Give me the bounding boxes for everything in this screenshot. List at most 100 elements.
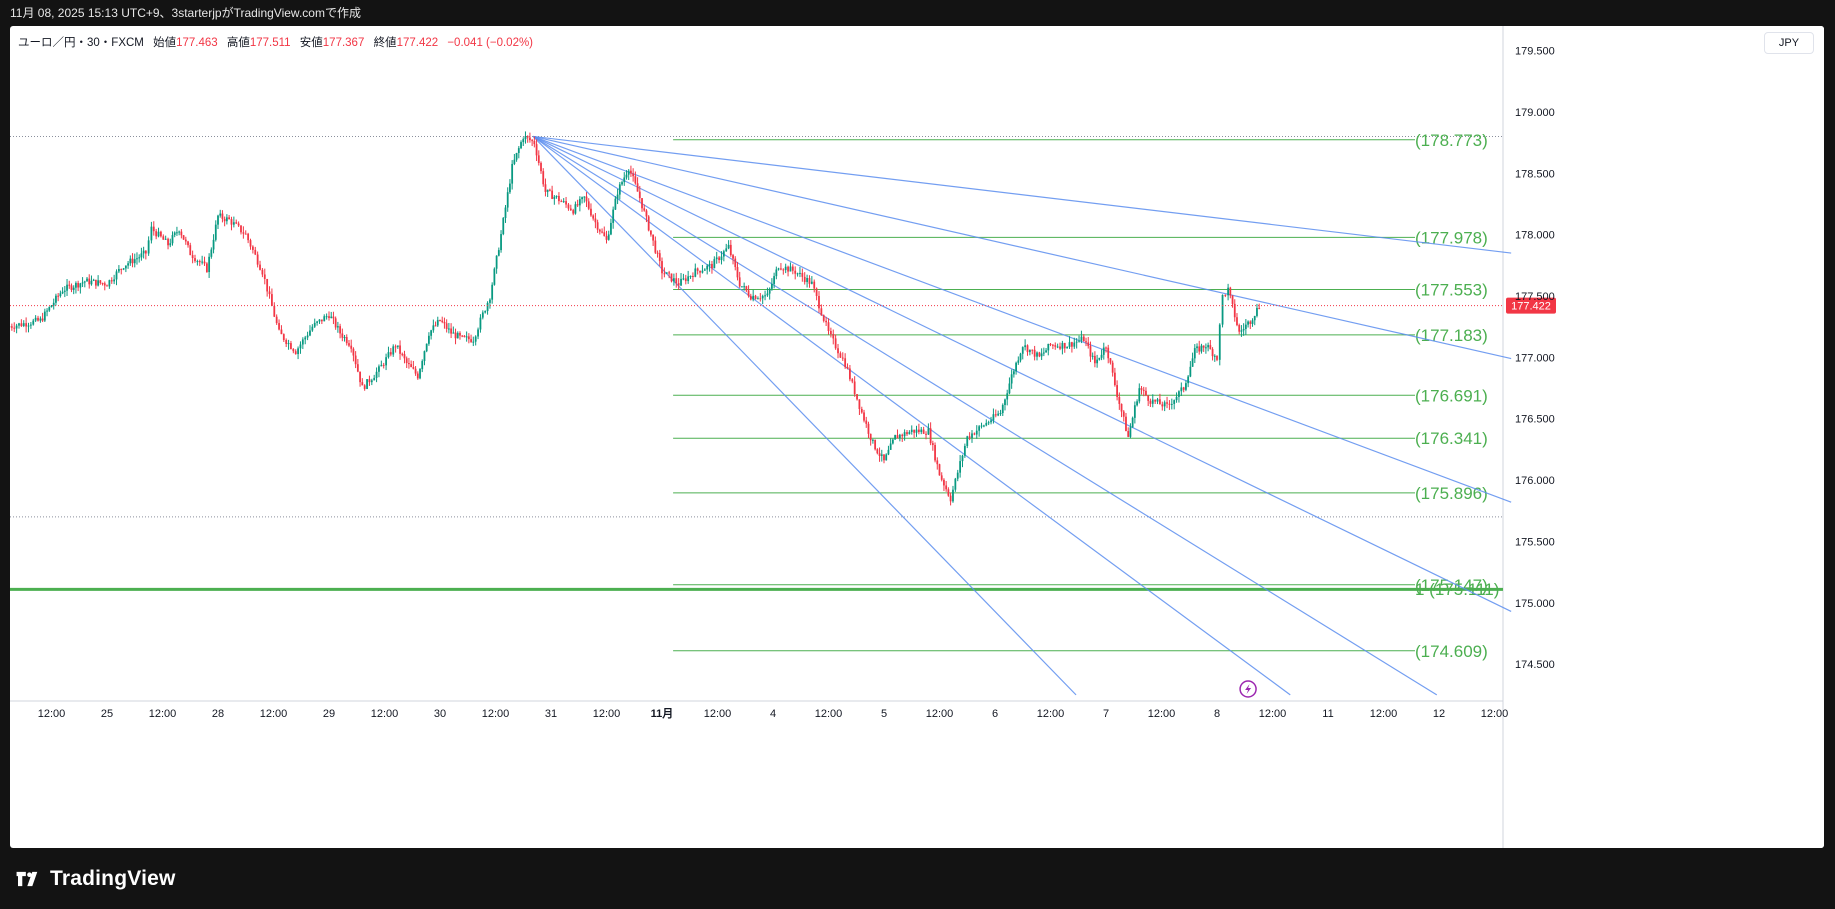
candle-body <box>983 425 985 427</box>
candle-body <box>285 339 288 344</box>
candle-body <box>261 269 264 275</box>
candle-body <box>1045 350 1047 353</box>
candle-body <box>887 449 890 455</box>
candle-body <box>827 322 830 331</box>
candle-body <box>1033 349 1036 357</box>
candle-body <box>1256 307 1258 316</box>
candle-body <box>294 351 297 355</box>
candle-body <box>1187 376 1190 384</box>
candle-body <box>463 335 466 337</box>
candle-body <box>801 272 804 277</box>
candle-body <box>954 478 957 490</box>
candle-body <box>392 346 395 355</box>
candle-body <box>794 270 797 274</box>
candle-body <box>601 231 603 233</box>
candle-body <box>1149 400 1152 404</box>
candle-body <box>522 139 525 143</box>
candle-body <box>796 273 799 275</box>
fib-level-label-3: (177.183) <box>1415 326 1488 345</box>
candle-body <box>131 258 134 264</box>
candle-body <box>894 435 896 440</box>
candle-body <box>52 302 55 306</box>
candle-body <box>943 479 945 486</box>
fib-level-label-2: (177.553) <box>1415 280 1488 299</box>
candle-body <box>963 445 966 456</box>
candle-body <box>818 295 820 309</box>
tradingview-logo-icon <box>16 871 38 887</box>
candle-body <box>1049 343 1052 345</box>
candle-body <box>15 325 18 329</box>
candle-body <box>572 210 575 214</box>
candle-body <box>947 489 950 496</box>
candle-body <box>997 413 1000 416</box>
candle-body <box>623 177 626 183</box>
candle-body <box>853 381 856 395</box>
candle-body <box>768 288 771 294</box>
candle-body <box>596 222 599 230</box>
candle-body <box>1051 344 1054 346</box>
candle-body <box>1028 349 1031 353</box>
candle-body <box>1142 389 1145 391</box>
candle-body <box>896 435 899 439</box>
candle-body <box>585 196 588 202</box>
candle-body <box>1001 405 1004 414</box>
candle-body <box>934 445 936 461</box>
candle-body <box>675 278 678 284</box>
x-tick-label-10: 12:00 <box>593 708 621 720</box>
fan-line-1 <box>533 135 1512 360</box>
candle-body <box>292 348 295 352</box>
candle-body <box>237 223 240 226</box>
candle-body <box>526 136 529 138</box>
candle-body <box>922 429 925 434</box>
candle-body <box>610 222 612 235</box>
candle-body <box>1024 345 1027 348</box>
candle-body <box>578 199 581 206</box>
candle-body <box>524 136 527 140</box>
candle-body <box>822 315 825 321</box>
low-label: 安値 <box>299 37 323 49</box>
candle-body <box>668 272 671 274</box>
candle-body <box>754 295 757 299</box>
y-tick-label-10: 174.500 <box>1515 659 1555 671</box>
candle-body <box>55 295 57 303</box>
candle-body <box>636 183 639 192</box>
chart-frame[interactable]: (178.773) (177.978) (177.553) (177.183) (176… <box>10 26 1824 848</box>
candle-body <box>592 215 595 219</box>
candle-body <box>791 266 794 271</box>
candle-body <box>34 317 37 321</box>
candle-body <box>1004 399 1006 406</box>
x-tick-label-8: 12:00 <box>482 708 510 720</box>
candle-body <box>1133 405 1136 418</box>
candle-body <box>147 240 150 254</box>
candle-body <box>1189 366 1192 377</box>
x-tick-label-1: 25 <box>101 708 113 720</box>
candle-body <box>1107 347 1110 359</box>
candle-body <box>509 183 511 193</box>
y-tick-label-3: 178.000 <box>1515 230 1555 242</box>
candle-body <box>782 269 785 271</box>
candle-body <box>1080 336 1083 341</box>
currency-button[interactable]: JPY <box>1764 32 1814 54</box>
candle-body <box>1113 372 1116 386</box>
candle-body <box>961 455 964 462</box>
candle-body <box>375 371 378 378</box>
candle-body <box>144 250 147 254</box>
candle-body <box>605 236 608 240</box>
candle-body <box>140 253 143 258</box>
candle-body <box>663 273 666 275</box>
candle-body <box>268 291 271 295</box>
candle-body <box>529 137 531 141</box>
candle-body <box>359 371 361 383</box>
candle-body <box>867 423 870 434</box>
candle-body <box>1116 385 1118 397</box>
price-chart[interactable]: (178.773) (177.978) (177.553) (177.183) (176… <box>10 26 1824 848</box>
candle-body <box>975 430 978 435</box>
candle-body <box>971 433 973 438</box>
x-tick-label-3: 28 <box>212 708 224 720</box>
candle-body <box>467 336 470 340</box>
candle-body <box>1200 345 1203 352</box>
candle-body <box>1173 400 1176 404</box>
x-tick-label-18: 12:00 <box>1037 708 1065 720</box>
candle-body <box>1151 399 1154 404</box>
candle-body <box>1207 345 1210 348</box>
